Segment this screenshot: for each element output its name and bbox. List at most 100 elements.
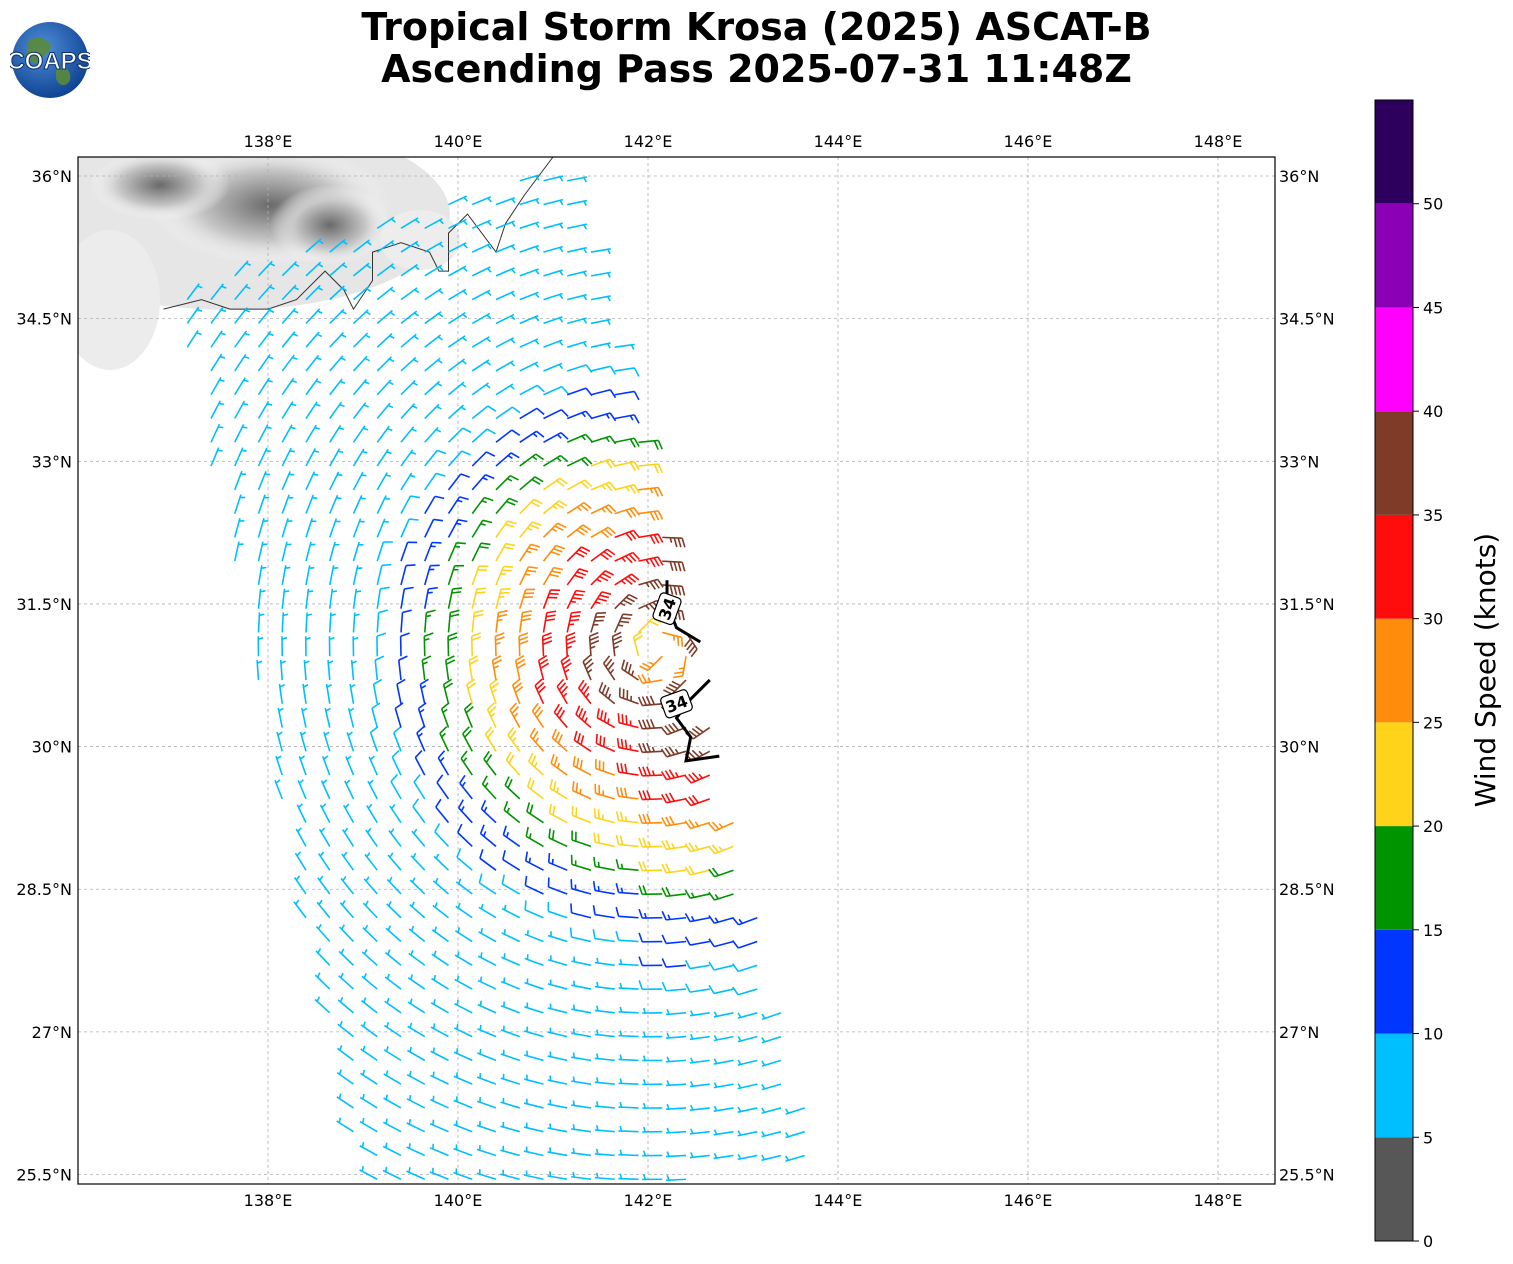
wind-barb	[448, 288, 468, 301]
wind-barb	[616, 738, 639, 753]
wind-barb	[302, 683, 309, 704]
wind-barb	[363, 876, 378, 895]
wind-barb	[708, 891, 734, 901]
wind-barb	[210, 423, 224, 443]
wind-barb	[665, 1175, 687, 1182]
wind-barb	[495, 609, 508, 633]
wind-barb	[543, 454, 569, 467]
wind-barb	[424, 518, 444, 538]
wind-barb	[352, 262, 372, 277]
wind-barb	[708, 938, 734, 948]
wind-barb	[447, 564, 465, 586]
wind-barb	[234, 353, 250, 372]
wind-barb	[424, 403, 442, 420]
lat-tick-label: 31.5°N	[1279, 595, 1335, 614]
wind-barb	[590, 412, 617, 422]
wind-barb	[256, 660, 263, 681]
wind-barb	[661, 886, 687, 898]
wind-barb	[519, 543, 541, 562]
wind-barb	[429, 1143, 449, 1157]
wind-barb	[618, 982, 639, 990]
wind-barb	[661, 792, 687, 804]
plot-frame	[77, 156, 1276, 1185]
wind-barb	[400, 333, 419, 348]
colorbar-bin	[1375, 411, 1413, 515]
wind-barb	[305, 238, 324, 253]
wind-barb	[594, 783, 615, 800]
lat-tick-label: 25.5°N	[1279, 1165, 1335, 1184]
wind-barb	[305, 447, 320, 467]
wind-barb	[317, 875, 331, 895]
wind-barb	[281, 331, 299, 348]
wind-barb	[491, 655, 502, 681]
wind-barb	[396, 678, 406, 704]
wind-barb	[305, 331, 323, 348]
wind-barb	[761, 1130, 782, 1138]
wind-barb	[618, 959, 639, 967]
wind-barb	[277, 707, 284, 728]
wind-barb	[596, 708, 616, 729]
wind-barb	[684, 936, 710, 946]
wind-barb	[638, 790, 663, 801]
wind-barb	[376, 356, 395, 372]
wind-barb	[365, 827, 378, 847]
wind-barb	[281, 424, 296, 443]
wind-barb	[328, 612, 336, 633]
wind-barb	[689, 1152, 710, 1159]
wind-barb	[364, 852, 378, 871]
wind-barb	[400, 263, 420, 277]
wind-barb	[382, 1166, 402, 1180]
wind-barb	[445, 655, 456, 681]
wind-barb	[442, 678, 454, 704]
wind-barb	[639, 655, 663, 672]
colorbar-tick-label: 50	[1423, 195, 1443, 214]
wind-barb	[327, 660, 334, 681]
wind-barb	[616, 786, 639, 800]
wind-barb	[453, 1048, 473, 1062]
wind-barb	[413, 774, 426, 800]
wind-barb	[447, 473, 470, 491]
colorbar-bin	[1375, 618, 1413, 723]
wind-barb	[416, 726, 426, 752]
wind-barb	[571, 1148, 592, 1157]
wind-barb	[638, 766, 663, 777]
wind-barb	[257, 377, 273, 396]
wind-barb	[376, 448, 392, 467]
lon-tick-label: 140°E	[434, 1191, 483, 1210]
wind-barb	[642, 1174, 663, 1181]
wind-barb	[637, 695, 663, 707]
wind-barb	[551, 728, 568, 752]
wind-barb	[305, 494, 318, 514]
wind-barb	[590, 318, 611, 325]
wind-barb	[731, 940, 758, 949]
wind-barb	[424, 264, 444, 277]
wind-barb	[483, 750, 497, 776]
lon-tick-label: 148°E	[1194, 1191, 1243, 1210]
wind-barb	[495, 290, 516, 301]
wind-barb	[339, 924, 355, 943]
wind-barb	[281, 636, 288, 657]
wind-barb	[590, 481, 617, 492]
wind-barb	[495, 452, 520, 467]
wind-barb	[590, 504, 617, 515]
wind-barb	[478, 928, 497, 943]
wind-barb	[616, 762, 639, 776]
wind-barb	[518, 632, 529, 657]
wind-barb	[618, 1030, 639, 1038]
wind-barb	[477, 1024, 497, 1038]
wind-barb	[519, 384, 545, 396]
wind-barb	[632, 631, 644, 657]
wind-barb	[560, 654, 572, 681]
wind-barb	[281, 541, 292, 562]
lon-labels-bottom: 138°E 140°E 142°E 144°E 146°E 148°E	[244, 1191, 1243, 1210]
wind-barb	[500, 1097, 520, 1109]
wind-barb	[571, 1171, 592, 1181]
wind-barb	[547, 1075, 568, 1085]
wind-barb	[642, 1079, 663, 1086]
wind-barb	[547, 1051, 568, 1062]
wind-barb	[257, 424, 272, 443]
wind-barb	[761, 1083, 782, 1091]
wind-barb	[500, 1073, 520, 1085]
wind-barb	[489, 678, 500, 705]
wind-barb	[305, 424, 320, 443]
